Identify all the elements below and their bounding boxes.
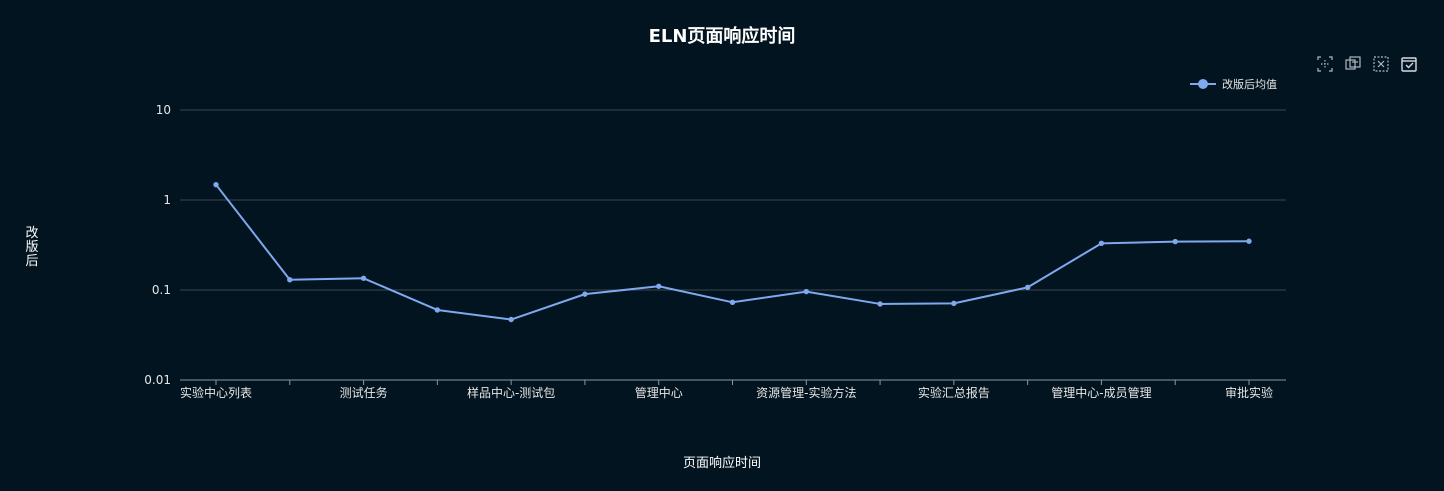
clear-icon[interactable]: [1372, 55, 1390, 73]
zoom-reset-icon[interactable]: [1344, 55, 1362, 73]
y-axis-title: 改版后: [22, 227, 42, 269]
x-tick-label: 管理中心: [635, 385, 683, 400]
legend-line-icon: [1190, 79, 1216, 89]
x-tick-label: 实验汇总报告: [918, 385, 990, 400]
data-point: [360, 275, 367, 281]
data-point: [213, 181, 219, 188]
x-tick-label: 样品中心-测试包: [467, 385, 555, 400]
data-point: [729, 299, 736, 306]
data-point: [287, 277, 293, 283]
data-point: [1172, 238, 1178, 245]
data-point: [582, 291, 588, 297]
data-point: [951, 300, 957, 307]
x-tick-label: 资源管理-实验方法: [756, 385, 856, 400]
data-point: [508, 316, 514, 323]
y-tick-label: 0.1: [152, 283, 171, 297]
data-point: [1024, 284, 1031, 291]
series-line: [215, 184, 1250, 321]
x-axis-title: 页面响应时间: [682, 456, 761, 471]
data-point: [434, 307, 441, 313]
x-tick-label: 实验中心列表: [180, 385, 252, 400]
y-tick-label: 1: [163, 193, 171, 207]
y-axis-title-text: 改版后: [25, 226, 39, 269]
x-tick-label: 管理中心-成员管理: [1051, 385, 1151, 400]
legend-label: 改版后均值: [1222, 78, 1277, 91]
toolbox: [1316, 55, 1418, 73]
data-point: [803, 288, 809, 295]
area-zoom-icon[interactable]: [1316, 55, 1334, 73]
x-tick-label: 测试任务: [340, 385, 388, 400]
legend-item[interactable]: 改版后均值: [1190, 76, 1277, 92]
data-point: [656, 283, 662, 289]
y-tick-label: 0.01: [144, 373, 171, 387]
save-image-icon[interactable]: [1400, 55, 1418, 73]
chart-title: ELN页面响应时间: [648, 26, 796, 47]
y-tick-label: 10: [156, 103, 171, 117]
data-point: [1246, 238, 1252, 244]
x-tick-label: 审批实验: [1225, 385, 1273, 400]
data-point: [877, 301, 883, 307]
data-point: [1098, 240, 1105, 247]
